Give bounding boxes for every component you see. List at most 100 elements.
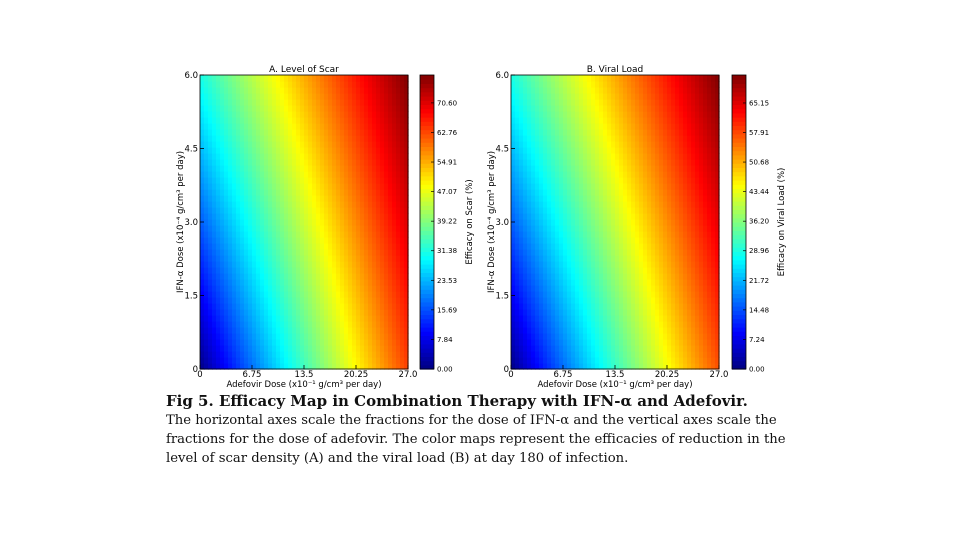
heatmap-cell [543, 171, 548, 178]
heatmap-cell [699, 195, 704, 202]
heatmap-cell [635, 357, 640, 364]
heatmap-cell [671, 249, 676, 256]
heatmap-cell [531, 177, 536, 184]
heatmap-cell [535, 129, 540, 136]
heatmap-cell [567, 333, 572, 340]
heatmap-cell [567, 285, 572, 292]
heatmap-cell [308, 363, 313, 370]
heatmap-cell [372, 171, 377, 178]
heatmap-cell [639, 303, 644, 310]
heatmap-cell [659, 99, 664, 106]
heatmap-cell [583, 87, 588, 94]
heatmap-cell [384, 363, 389, 370]
heatmap-cell [663, 219, 668, 226]
heatmap-cell [280, 285, 285, 292]
heatmap-cell [316, 147, 321, 154]
heatmap-cell [212, 243, 217, 250]
heatmap-cell [384, 93, 389, 100]
heatmap-cell [535, 297, 540, 304]
heatmap-cell [204, 123, 209, 130]
heatmap-cell [328, 249, 333, 256]
heatmap-cell [511, 117, 516, 124]
heatmap-cell [260, 333, 265, 340]
heatmap-cell [519, 231, 524, 238]
heatmap-cell [244, 261, 249, 268]
heatmap-cell [368, 249, 373, 256]
heatmap-cell [679, 93, 684, 100]
heatmap-cell [607, 81, 612, 88]
heatmap-cell [615, 273, 620, 280]
heatmap-cell [232, 231, 237, 238]
heatmap-cell [659, 141, 664, 148]
heatmap-cell [599, 315, 604, 322]
heatmap-cell [643, 351, 648, 358]
heatmap-cell [655, 195, 660, 202]
heatmap-cell [591, 123, 596, 130]
heatmap-cell [667, 147, 672, 154]
heatmap-cell [599, 159, 604, 166]
heatmap-cell [683, 105, 688, 112]
heatmap-cell [256, 237, 261, 244]
heatmap-cell [224, 273, 229, 280]
heatmap-cell [571, 153, 576, 160]
heatmap-cell [364, 351, 369, 358]
heatmap-cell [619, 141, 624, 148]
heatmap-cell [667, 81, 672, 88]
heatmap-cell [392, 273, 397, 280]
heatmap-cell [272, 267, 277, 274]
heatmap-cell [260, 363, 265, 370]
heatmap-cell [571, 297, 576, 304]
heatmap-cell [332, 75, 337, 82]
heatmap-cell [224, 357, 229, 364]
heatmap-cell [384, 351, 389, 358]
heatmap-cell [216, 105, 221, 112]
heatmap-cell [388, 123, 393, 130]
heatmap-cell [679, 123, 684, 130]
heatmap-cell [348, 183, 353, 190]
heatmap-cell [683, 207, 688, 214]
heatmap-cell [683, 243, 688, 250]
heatmap-cell [392, 177, 397, 184]
heatmap-cell [208, 321, 213, 328]
heatmap-cell [256, 183, 261, 190]
heatmap-cell [252, 135, 257, 142]
heatmap-cell [627, 207, 632, 214]
heatmap-cell [316, 93, 321, 100]
heatmap-cell [599, 267, 604, 274]
heatmap-cell [212, 303, 217, 310]
heatmap-cell [683, 159, 688, 166]
heatmap-cell [631, 177, 636, 184]
heatmap-cell [256, 273, 261, 280]
heatmap-cell [216, 321, 221, 328]
heatmap-cell [276, 195, 281, 202]
heatmap-cell [687, 291, 692, 298]
heatmap-cell [228, 303, 233, 310]
heatmap-cell [539, 213, 544, 220]
heatmap-cell [691, 363, 696, 370]
heatmap-cell [376, 339, 381, 346]
heatmap-cell [268, 147, 273, 154]
heatmap-cell [364, 309, 369, 316]
heatmap-cell [511, 237, 516, 244]
heatmap-cell [583, 75, 588, 82]
heatmap-cell [268, 267, 273, 274]
heatmap-cell [627, 261, 632, 268]
heatmap-cell [320, 339, 325, 346]
heatmap-cell [631, 303, 636, 310]
heatmap-cell [280, 363, 285, 370]
heatmap-cell [256, 249, 261, 256]
heatmap-cell [236, 261, 241, 268]
heatmap-cell [695, 129, 700, 136]
heatmap-cell [587, 303, 592, 310]
heatmap-cell [288, 303, 293, 310]
heatmap-cell [591, 279, 596, 286]
heatmap-cell [400, 279, 405, 286]
heatmap-cell [384, 219, 389, 226]
heatmap-cell [232, 255, 237, 262]
heatmap-cell [376, 255, 381, 262]
heatmap-cell [340, 123, 345, 130]
heatmap-cell [663, 165, 668, 172]
heatmap-cell [388, 363, 393, 370]
heatmap-cell [667, 87, 672, 94]
heatmap-cell [683, 291, 688, 298]
